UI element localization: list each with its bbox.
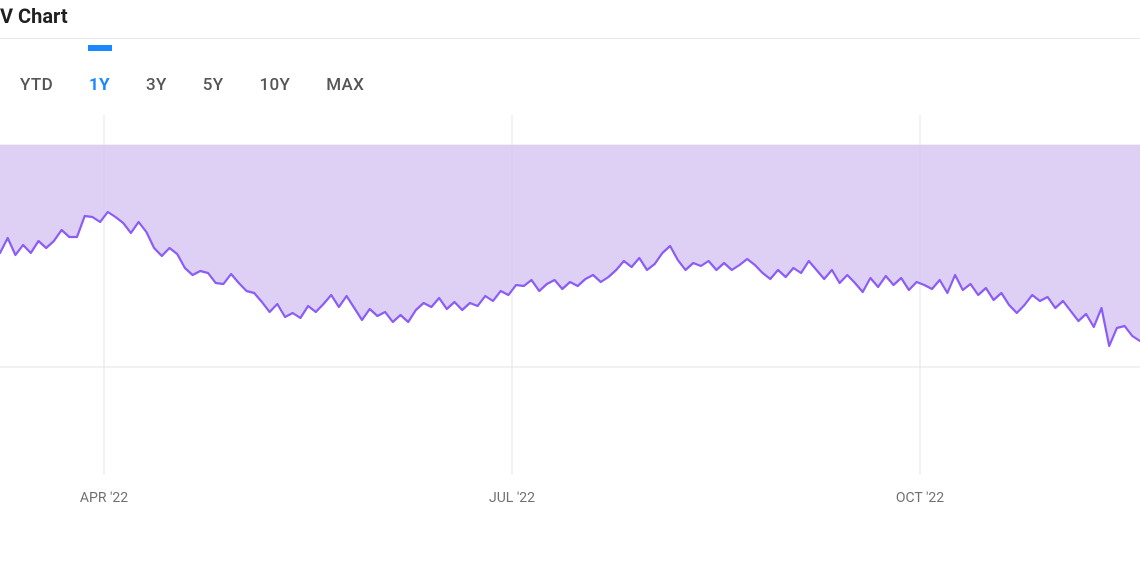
x-axis-label: APR '22 xyxy=(80,490,128,506)
range-1y[interactable]: 1Y xyxy=(89,75,110,95)
nav-chart: APR '22 JUL '22 OCT '22 xyxy=(0,115,1140,565)
range-ytd[interactable]: YTD xyxy=(20,75,53,95)
time-range-row: YTD 1Y 3Y 5Y 10Y MAX xyxy=(0,39,1140,95)
chart-svg xyxy=(0,115,1140,475)
range-5y[interactable]: 5Y xyxy=(203,75,224,95)
x-axis-label: OCT '22 xyxy=(896,490,944,506)
x-axis-label: JUL '22 xyxy=(489,490,535,506)
range-max[interactable]: MAX xyxy=(326,75,364,95)
range-10y[interactable]: 10Y xyxy=(259,75,290,95)
range-3y[interactable]: 3Y xyxy=(146,75,167,95)
chart-title: V Chart xyxy=(0,0,1140,38)
